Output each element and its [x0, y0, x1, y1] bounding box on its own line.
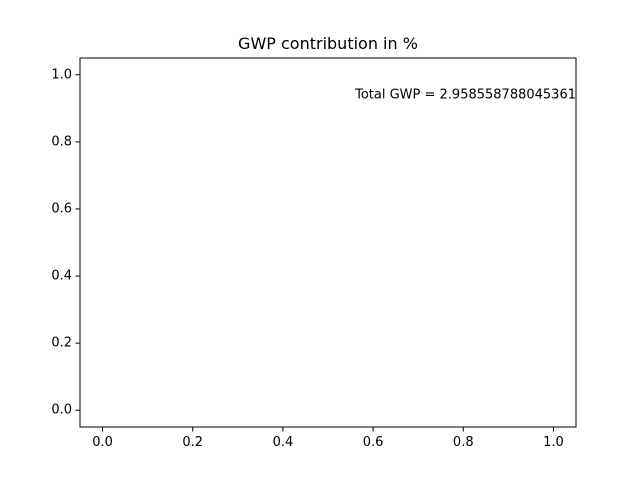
- x-tick-label: 0.4: [273, 435, 294, 450]
- y-tick-label: 0.2: [51, 336, 72, 351]
- y-axis: 0.0 0.2 0.4 0.6 0.8 1.0: [51, 67, 80, 418]
- y-tick-label: 0.8: [51, 134, 72, 149]
- total-gwp-annotation: Total GWP = 2.958558788045361: [354, 87, 576, 102]
- x-tick-label: 0.6: [363, 435, 384, 450]
- chart-title: GWP contribution in %: [238, 34, 418, 53]
- x-tick-label: 0.2: [182, 435, 203, 450]
- y-tick-label: 0.4: [51, 269, 72, 284]
- plot-area: [79, 57, 577, 428]
- x-tick-label: 0.8: [453, 435, 474, 450]
- y-tick-label: 0.6: [51, 201, 72, 216]
- y-tick-label: 1.0: [51, 67, 72, 82]
- x-tick-label: 0.0: [92, 435, 113, 450]
- y-tick-label: 0.0: [51, 403, 72, 418]
- x-tick-label: 1.0: [543, 435, 564, 450]
- x-axis: 0.0 0.2 0.4 0.6 0.8 1.0: [92, 427, 564, 450]
